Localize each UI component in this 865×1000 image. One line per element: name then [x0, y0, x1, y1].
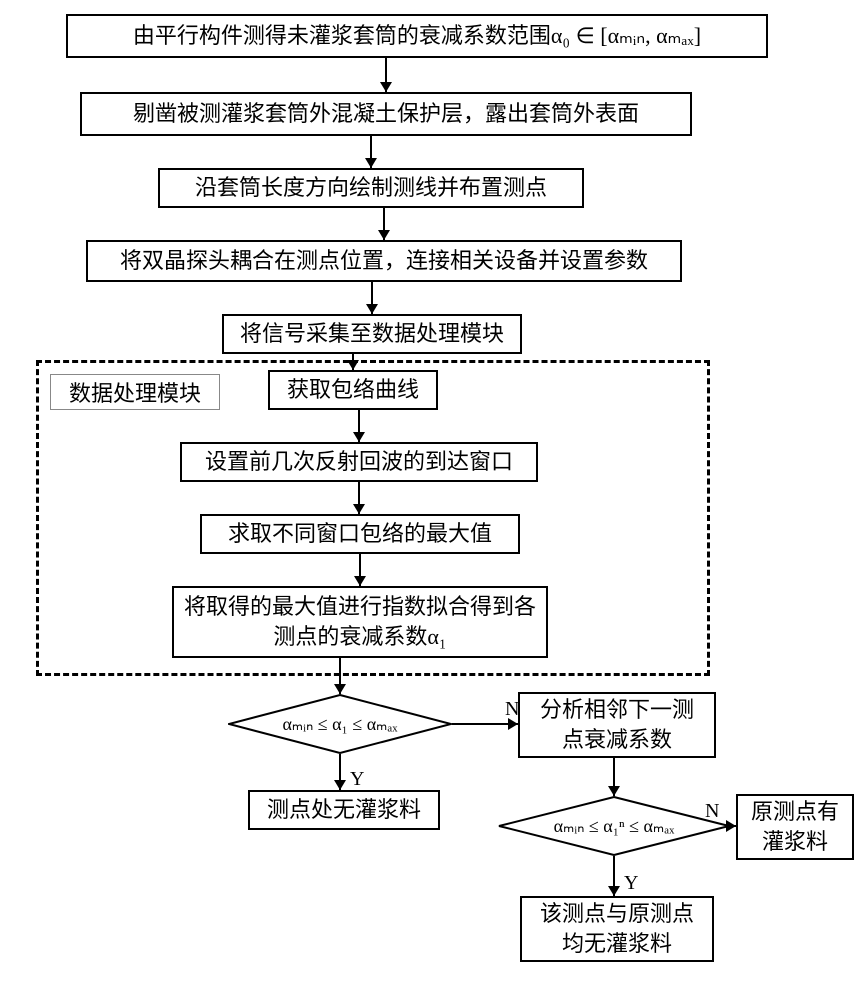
edge-n6-n7 [349, 400, 369, 452]
edge-n4-n5 [362, 272, 382, 324]
edge-d2-n12 [720, 816, 746, 836]
edge-n7-n8 [349, 472, 369, 524]
node-n12: 原测点有灌浆料 [736, 794, 854, 860]
edge-label-d1-n10: N [505, 698, 519, 721]
node-text-n2: 剔凿被测灌浆套筒外混凝土保护层，露出套筒外表面 [133, 99, 639, 129]
node-lab: 数据处理模块 [50, 374, 220, 410]
node-text-n13: 该测点与原测点均无灌浆料 [532, 899, 702, 958]
edge-label-d2-n13: Y [624, 872, 638, 895]
node-text-n10: 分析相邻下一测点衰减系数 [530, 695, 704, 754]
node-text-n9: 将取得的最大值进行指数拟合得到各测点的衰减系数α₁ [184, 592, 536, 651]
edge-d2-n13 [604, 846, 624, 906]
node-n1: 由平行构件测得未灌浆套筒的衰减系数范围α₀ ∈ [αₘᵢₙ, αₘₐₓ] [66, 14, 768, 58]
edge-n9-d1 [330, 648, 350, 704]
edge-label-d2-n12: N [705, 800, 719, 823]
edge-n5-n6 [343, 344, 363, 380]
edge-n2-n3 [361, 126, 381, 178]
edge-n3-n4 [374, 198, 394, 250]
node-text-n12: 原测点有灌浆料 [748, 797, 842, 856]
node-text-lab: 数据处理模块 [69, 376, 201, 408]
edge-n8-n9 [350, 544, 370, 596]
edge-label-d1-n11: Y [350, 768, 364, 791]
node-text-n4: 将双晶探头耦合在测点位置，连接相关设备并设置参数 [120, 246, 648, 276]
node-text-n1: 由平行构件测得未灌浆套筒的衰减系数范围α₀ ∈ [αₘᵢₙ, αₘₐₓ] [133, 21, 701, 51]
edge-n10-d2 [604, 748, 624, 806]
edge-d1-n11 [330, 744, 350, 800]
edge-n1-n2 [376, 48, 396, 102]
node-n9: 将取得的最大值进行指数拟合得到各测点的衰减系数α₁ [172, 586, 548, 658]
